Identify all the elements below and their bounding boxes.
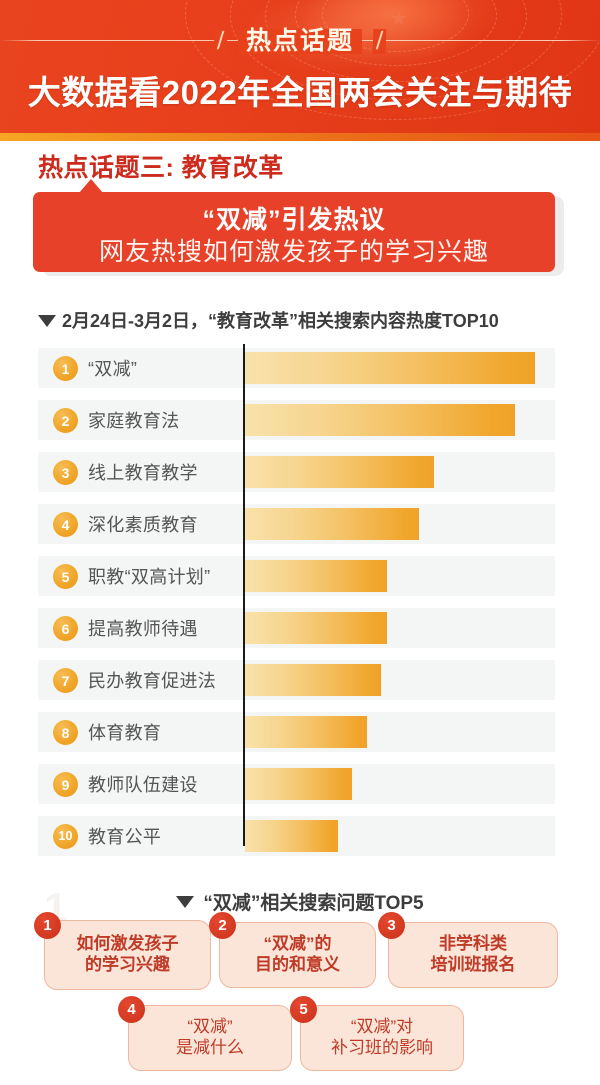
- question-card-line: 如何激发孩子: [76, 934, 179, 954]
- rank-badge: 10: [53, 824, 78, 849]
- question-card-line: 是减什么: [176, 1038, 244, 1057]
- bar: [245, 352, 535, 384]
- question-card[interactable]: “双减”的 目的和意义: [219, 922, 376, 988]
- question-card-line: 目的和意义: [255, 955, 340, 974]
- row-label: 教师队伍建设: [88, 775, 198, 795]
- row-label: 教育公平: [88, 827, 162, 847]
- question-card[interactable]: 如何激发孩子 的学习兴趣: [44, 920, 211, 990]
- question-card[interactable]: “双减” 是减什么: [128, 1005, 292, 1071]
- row-label: 家庭教育法: [88, 411, 180, 431]
- row-label: 民办教育促进法: [88, 671, 217, 691]
- top5-caption: “双减”相关搜索问题TOP5: [0, 888, 600, 915]
- question-rank-badge: 2: [209, 912, 236, 939]
- bar: [245, 560, 388, 592]
- bar: [245, 820, 338, 852]
- bar-chart: 1 “双减” 2 家庭教育法 3 线上教育教学 4 深化素质教育 5 职教“双高计划” 6 提高教师待…: [38, 344, 555, 856]
- question-card-line: 补习班的影响: [331, 1038, 433, 1057]
- question-card-line: 的学习兴趣: [85, 955, 170, 974]
- triangle-down-icon-2: [176, 895, 195, 908]
- bar: [245, 404, 515, 436]
- row-label: 深化素质教育: [88, 515, 198, 535]
- row-label: 提高教师待遇: [88, 619, 198, 639]
- rank-badge: 2: [53, 408, 78, 433]
- rank-badge: 3: [53, 460, 78, 485]
- rank-badge: 8: [53, 720, 78, 745]
- bar: [245, 716, 367, 748]
- chart-caption-text: 2月24日-3月2日，“教育改革”相关搜索内容热度TOP10: [62, 311, 499, 331]
- rank-badge: 9: [53, 772, 78, 797]
- rank-badge: 6: [53, 616, 78, 641]
- bar: [245, 456, 434, 488]
- callout-headline: “双减”引发热议: [202, 206, 386, 234]
- row-label: 线上教育教学: [88, 463, 198, 483]
- chart-axis-line: [243, 344, 245, 846]
- question-rank-badge: 4: [118, 996, 145, 1023]
- header-kicker-group: / 热点话题 /: [0, 20, 600, 62]
- rank-badge: 7: [53, 668, 78, 693]
- question-card[interactable]: 非学科类 培训班报名: [388, 922, 558, 988]
- question-rank-badge: 3: [378, 912, 405, 939]
- question-rank-badge: 5: [290, 996, 317, 1023]
- callout-box: “双减”引发热议 网友热搜如何激发孩子的学习兴趣: [33, 192, 555, 272]
- gold-divider-bar: [0, 133, 600, 141]
- chart-caption: 2月24日-3月2日，“教育改革”相关搜索内容热度TOP10: [38, 307, 499, 333]
- header-banner: / 热点话题 / 大数据看2022年全国两会关注与期待: [0, 0, 600, 135]
- banner-title: 大数据看2022年全国两会关注与期待: [27, 74, 573, 111]
- bar: [245, 508, 419, 540]
- callout-arrow-icon: [79, 179, 103, 193]
- row-label: 职教“双高计划”: [88, 567, 211, 587]
- question-card-line: “双减”对: [350, 1017, 414, 1037]
- question-card-line: “双减”: [187, 1017, 233, 1037]
- rank-badge: 1: [53, 356, 78, 381]
- slash-left-icon: /: [213, 27, 228, 55]
- triangle-down-icon: [38, 315, 56, 327]
- top5-caption-text: “双减”相关搜索问题TOP5: [203, 893, 424, 914]
- row-label: 体育教育: [88, 723, 162, 743]
- bar: [245, 664, 382, 696]
- bar: [245, 768, 353, 800]
- callout-subline: 网友热搜如何激发孩子的学习兴趣: [98, 238, 489, 266]
- bar: [245, 612, 388, 644]
- row-label: “双减”: [88, 359, 138, 379]
- slash-right-icon: /: [372, 27, 387, 55]
- question-rank-badge: 1: [34, 912, 61, 939]
- header-kicker: 热点话题: [237, 28, 362, 54]
- section-title: 热点话题三: 教育改革: [38, 154, 284, 182]
- question-card-line: 非学科类: [439, 934, 507, 954]
- question-card[interactable]: “双减”对 补习班的影响: [300, 1005, 464, 1071]
- rank-badge: 5: [53, 564, 78, 589]
- rank-badge: 4: [53, 512, 78, 537]
- question-card-line: 培训班报名: [430, 955, 516, 974]
- question-card-line: “双减”的: [263, 934, 332, 954]
